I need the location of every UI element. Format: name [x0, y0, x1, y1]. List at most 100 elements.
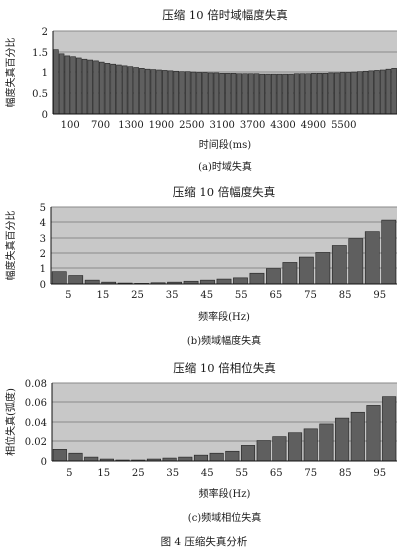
y-tick-label: 3	[40, 234, 46, 245]
chart-title: 压缩 10 倍幅度失真	[173, 185, 275, 199]
bar	[98, 61, 105, 115]
x-tick-label: 5	[66, 468, 72, 479]
bar	[266, 268, 281, 285]
bar	[139, 68, 145, 115]
bar	[216, 278, 232, 285]
x-tick-label: 55	[235, 290, 248, 301]
bar	[93, 60, 99, 115]
bar	[213, 72, 220, 115]
bar	[110, 63, 116, 115]
bar	[127, 66, 134, 115]
bar	[209, 452, 224, 462]
bar	[133, 67, 139, 115]
y-tick-label: 0	[40, 280, 46, 291]
bar	[316, 73, 323, 115]
x-tick-label: 25	[132, 468, 145, 479]
bar	[368, 70, 374, 115]
bar	[76, 57, 82, 115]
bar	[236, 73, 243, 115]
x-tick-label: 35	[166, 468, 179, 479]
y-tick-label: 1	[40, 264, 46, 275]
bar	[362, 70, 369, 115]
bar	[348, 238, 364, 285]
x-tick-label: 100	[61, 120, 80, 131]
x-tick-label: 75	[304, 290, 317, 301]
bar	[319, 423, 334, 462]
bar	[173, 70, 180, 115]
bar	[219, 73, 225, 115]
x-tick-label: 4900	[301, 120, 326, 131]
x-tick-label: 3100	[209, 120, 234, 131]
x-tick-label: 15	[97, 468, 110, 479]
bar	[356, 71, 363, 115]
x-tick-label: 700	[91, 120, 110, 131]
bar	[162, 70, 168, 115]
bar	[51, 271, 67, 285]
x-tick-label: 4300	[270, 120, 295, 131]
bar	[121, 65, 128, 115]
bar	[282, 262, 298, 285]
subfigure-caption: (c)频域相位失真	[188, 511, 261, 524]
bar	[58, 53, 65, 115]
bar	[282, 73, 288, 115]
bar	[116, 64, 122, 115]
chart-title: 压缩 10 倍相位失真	[173, 361, 275, 375]
x-tick-label: 1900	[149, 120, 174, 131]
y-tick-label: 0	[42, 110, 48, 121]
y-tick-label: 0.5	[32, 89, 48, 100]
bar	[256, 440, 271, 462]
bar	[248, 73, 254, 115]
bar	[288, 73, 294, 115]
bar	[345, 72, 352, 115]
y-tick-label: 0.04	[25, 418, 47, 429]
bar	[288, 432, 303, 462]
bar	[276, 73, 283, 115]
bar	[298, 256, 314, 285]
bar	[52, 448, 67, 462]
bar	[87, 59, 94, 115]
bar	[382, 396, 397, 462]
y-tick-label: 0.06	[25, 398, 47, 409]
bar	[366, 405, 381, 462]
bar	[230, 73, 237, 115]
bar	[167, 70, 174, 115]
bar	[391, 68, 397, 115]
figure-caption: 图 4 压缩失真分析	[161, 535, 248, 548]
x-tick-label: 85	[339, 290, 352, 301]
x-tick-label: 95	[373, 468, 386, 479]
x-tick-label: 65	[270, 290, 283, 301]
bar	[190, 71, 197, 115]
bar	[178, 456, 193, 462]
bar	[249, 272, 265, 285]
x-tick-label: 25	[131, 290, 144, 301]
x-tick-label: 45	[201, 468, 214, 479]
x-tick-label: 5500	[331, 120, 356, 131]
bar	[104, 63, 111, 115]
bar	[68, 275, 84, 285]
bar	[270, 73, 277, 115]
subfigure-caption: (a)时域失真	[198, 160, 252, 173]
bar	[334, 72, 340, 115]
bar	[53, 49, 59, 115]
bar	[233, 277, 248, 285]
y-tick-label: 1	[42, 68, 48, 79]
bar	[303, 428, 318, 462]
x-axis-label: 频率段(Hz)	[199, 487, 251, 500]
y-axis-label: 幅度失真百分比	[4, 211, 17, 281]
x-tick-label: 55	[235, 468, 248, 479]
bar	[64, 55, 71, 115]
bar	[81, 58, 88, 115]
bar	[253, 73, 260, 115]
bar	[202, 72, 208, 115]
bar	[293, 73, 300, 115]
bar	[259, 73, 266, 115]
bar	[70, 56, 76, 115]
x-tick-label: 15	[97, 290, 110, 301]
y-tick-label: 0.08	[25, 379, 47, 390]
y-tick-label: 4	[40, 218, 46, 229]
bar	[156, 69, 162, 115]
y-axis-label: 相位失真(弧度)	[4, 388, 17, 456]
bar	[374, 70, 380, 115]
